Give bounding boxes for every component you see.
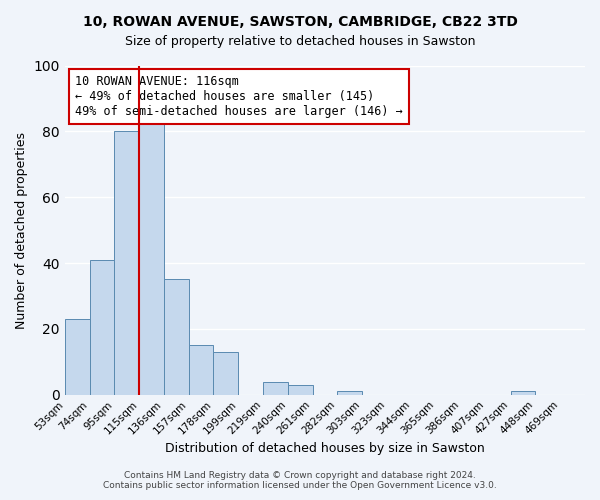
X-axis label: Distribution of detached houses by size in Sawston: Distribution of detached houses by size … [165, 442, 485, 455]
Text: Size of property relative to detached houses in Sawston: Size of property relative to detached ho… [125, 35, 475, 48]
Text: 10, ROWAN AVENUE, SAWSTON, CAMBRIDGE, CB22 3TD: 10, ROWAN AVENUE, SAWSTON, CAMBRIDGE, CB… [83, 15, 517, 29]
Bar [337, 392, 362, 394]
Bar [164, 280, 188, 394]
Text: Contains HM Land Registry data © Crown copyright and database right 2024.
Contai: Contains HM Land Registry data © Crown c… [103, 470, 497, 490]
Text: 10 ROWAN AVENUE: 116sqm
← 49% of detached houses are smaller (145)
49% of semi-d: 10 ROWAN AVENUE: 116sqm ← 49% of detache… [75, 76, 403, 118]
Bar [89, 260, 115, 394]
Y-axis label: Number of detached properties: Number of detached properties [15, 132, 28, 328]
Bar [263, 382, 288, 394]
Bar [65, 319, 89, 394]
Bar [139, 115, 164, 394]
Bar [115, 132, 139, 394]
Bar [511, 392, 535, 394]
Bar [188, 346, 214, 395]
Bar [214, 352, 238, 395]
Bar [288, 385, 313, 394]
